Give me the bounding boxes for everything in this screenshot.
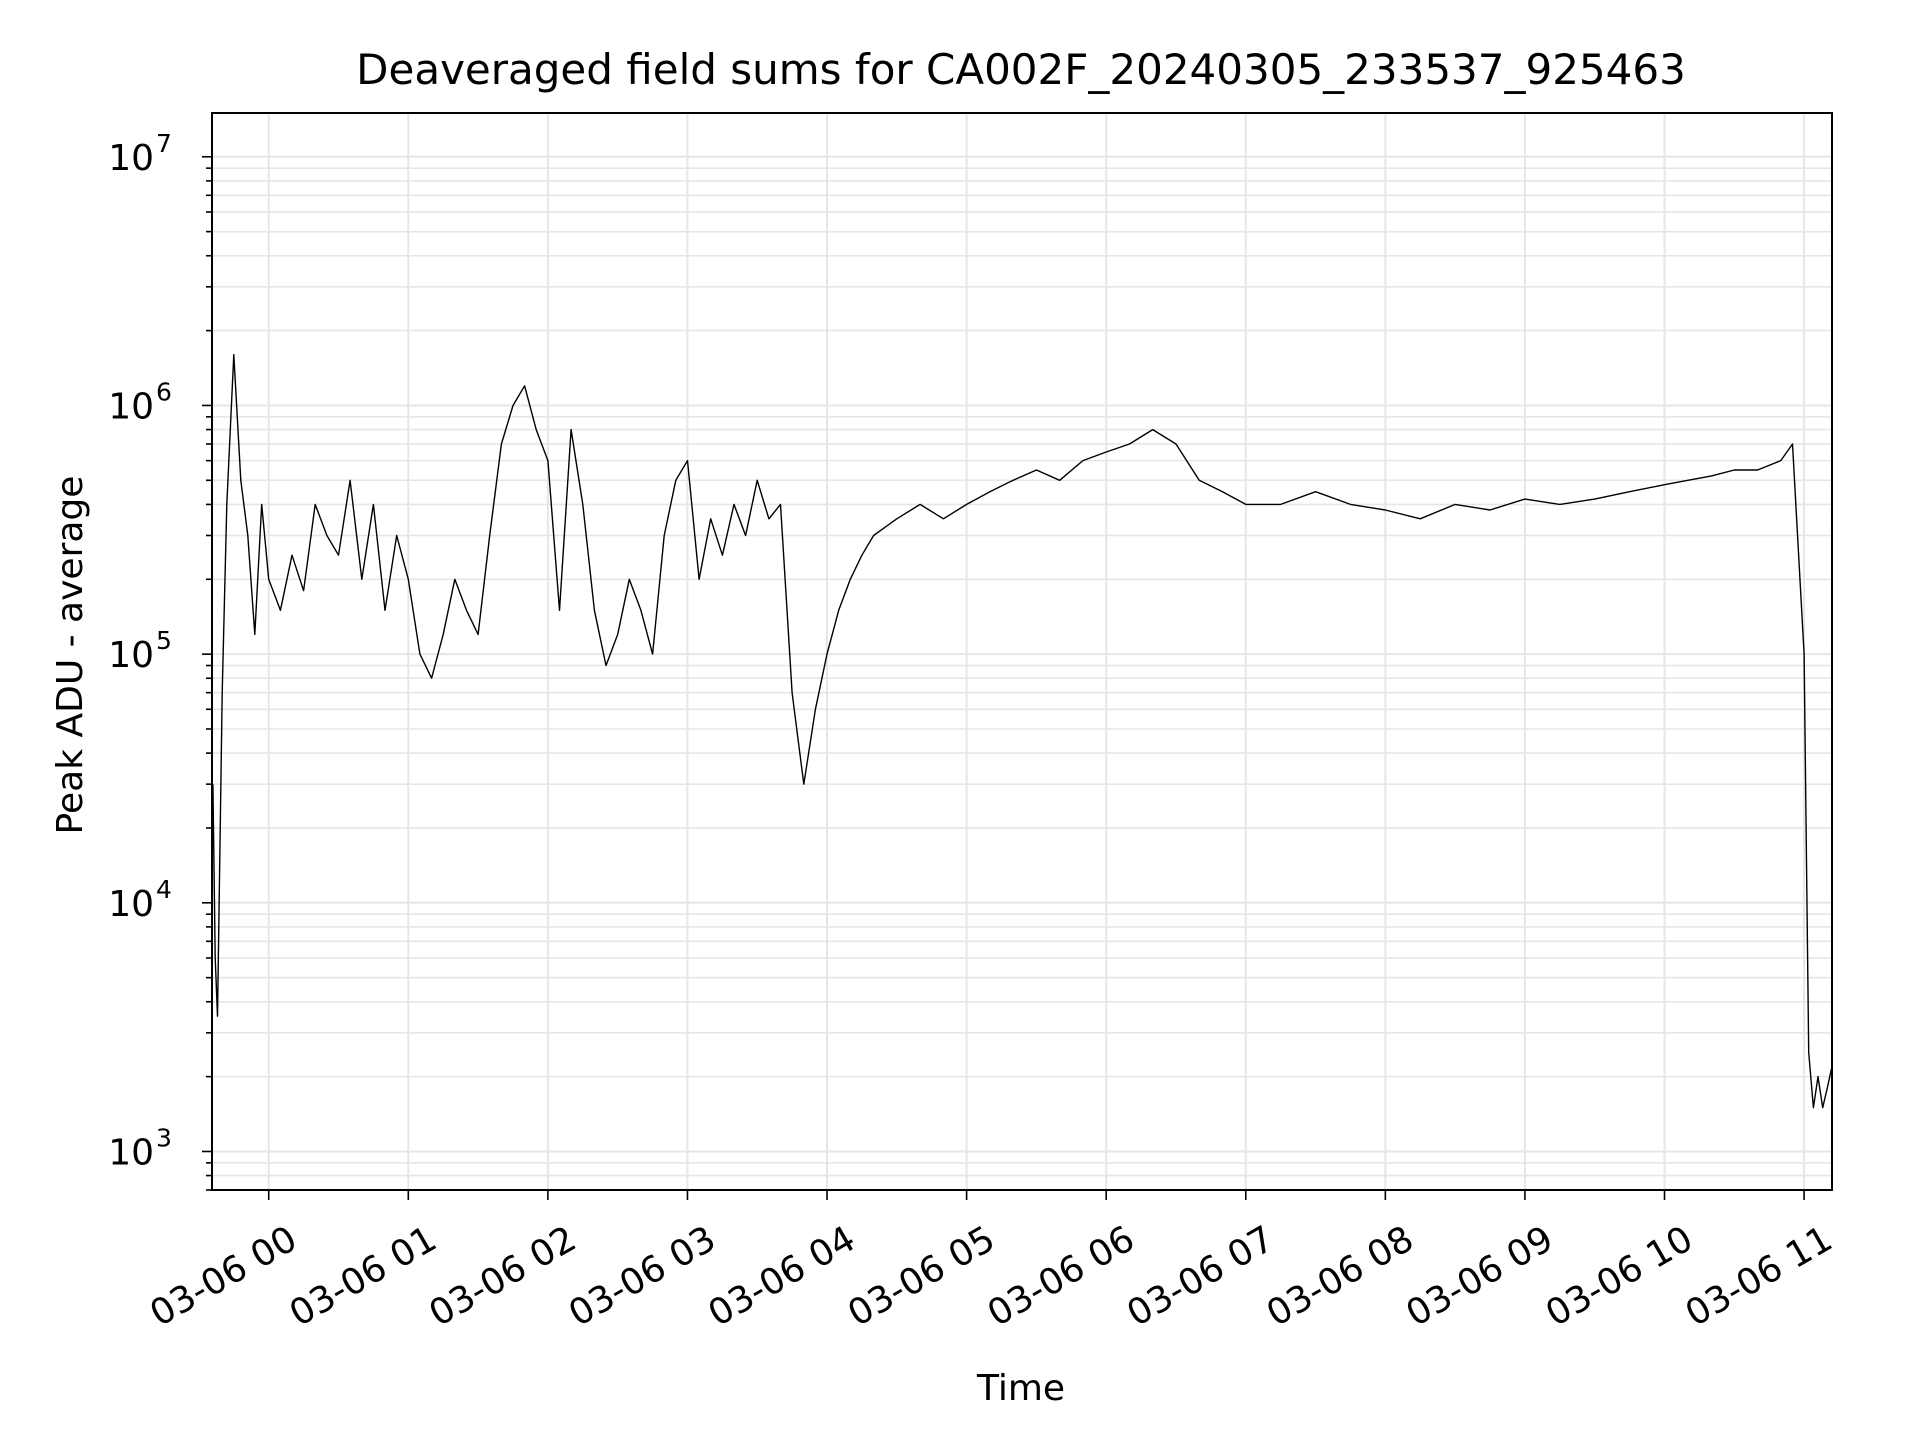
y-tick-exponent: 6 <box>156 377 172 406</box>
y-tick-exponent: 3 <box>156 1123 172 1152</box>
x-tick-label: 03-06 01 <box>283 1218 444 1334</box>
y-tick-exponent: 7 <box>156 129 172 158</box>
x-tick-label: 03-06 05 <box>841 1218 1002 1334</box>
y-tick-label: 10 <box>108 1132 154 1173</box>
grid <box>212 113 1832 1191</box>
y-tick-exponent: 5 <box>156 626 172 655</box>
x-tick-label: 03-06 00 <box>143 1218 304 1334</box>
y-tick-label: 10 <box>108 138 154 179</box>
y-tick-label: 10 <box>108 386 154 427</box>
x-axis-label: Time <box>976 1368 1065 1409</box>
x-tick-label: 03-06 10 <box>1539 1218 1700 1334</box>
x-tick-label: 03-06 03 <box>562 1218 723 1334</box>
y-tick-label: 10 <box>108 635 154 676</box>
y-tick-label: 10 <box>108 884 154 925</box>
plot-frame <box>211 112 1833 1191</box>
series-layer <box>212 354 1833 1109</box>
x-tick-label: 03-06 02 <box>423 1218 584 1334</box>
x-tick-label: 03-06 07 <box>1120 1218 1281 1334</box>
series-line <box>212 354 1833 1109</box>
x-tick-label: 03-06 08 <box>1260 1218 1421 1334</box>
x-tick-label: 03-06 09 <box>1400 1218 1561 1334</box>
y-tick-exponent: 4 <box>156 875 172 904</box>
x-tick-label: 03-06 11 <box>1679 1218 1840 1334</box>
y-axis-label: Peak ADU - average <box>50 476 91 835</box>
x-tick-label: 03-06 04 <box>702 1218 863 1334</box>
x-tick-label: 03-06 06 <box>981 1218 1142 1334</box>
chart-title: Deaveraged field sums for CA002F_2024030… <box>356 45 1686 94</box>
